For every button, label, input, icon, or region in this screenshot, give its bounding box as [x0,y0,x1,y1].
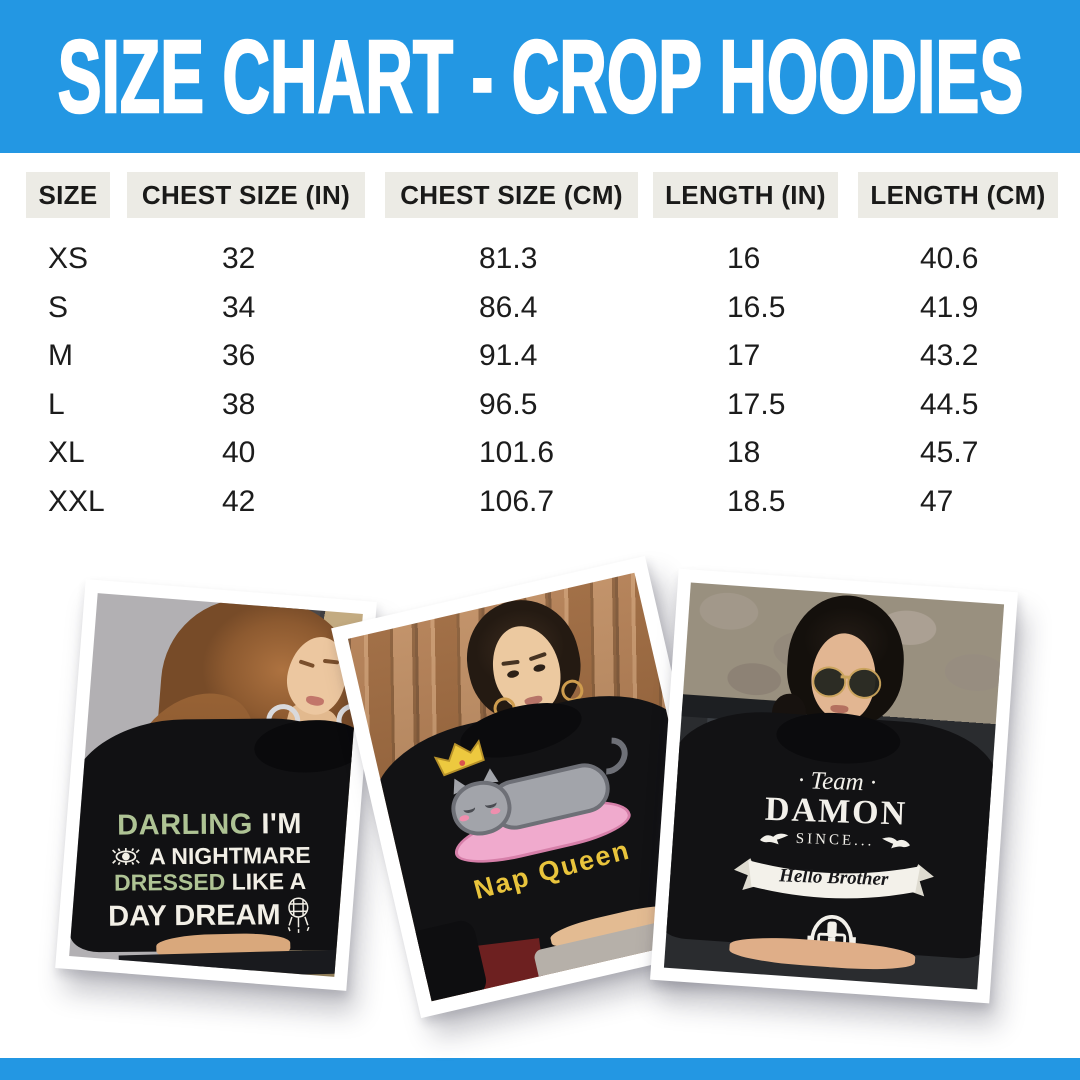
column-header-chest-in: CHEST SIZE (IN) [127,172,365,218]
cell-length-in: 16.5 [727,291,786,324]
dreamcatcher-icon [287,897,310,933]
cell-chest-in: 36 [222,339,256,372]
cell-chest-in: 42 [222,485,256,518]
design-damon: DAMON [764,790,908,833]
cell-chest-cm: 91.4 [479,339,538,372]
cell-size: XXL [48,485,105,518]
column-header-chest-cm: CHEST SIZE (CM) [385,172,638,218]
cell-size: M [48,339,73,372]
crow-icon [759,833,789,845]
cell-length-cm: 44.5 [920,388,979,421]
design-line-4: DAY DREAM [88,895,332,939]
cell-chest-in: 38 [222,388,256,421]
photo-nap-queen: Nap Queen [331,555,735,1019]
cell-chest-cm: 81.3 [479,242,538,275]
photo-darling-daydream: DARLING I'M A NIGHTMARE DRESSED LIKE A [55,579,377,991]
column-header-size: SIZE [26,172,110,218]
cell-length-cm: 41.9 [920,291,979,324]
column-header-length-cm: LENGTH (CM) [858,172,1058,218]
table-row: XXL 42 106.7 18.5 47 [0,478,1080,526]
design-since-row: SINCE... [712,828,958,854]
table-row: S 34 86.4 16.5 41.9 [0,284,1080,332]
cell-length-in: 18 [727,436,761,469]
sunglasses-bridge [840,675,851,679]
cell-chest-cm: 101.6 [479,436,555,469]
hoodie-design-darling: DARLING I'M A NIGHTMARE DRESSED LIKE A [87,808,332,939]
photo-nap-queen-scene: Nap Queen [347,572,719,1002]
cell-chest-in: 40 [222,436,256,469]
photo-team-damon-scene: · Team · DAMON SINCE... [663,582,1005,990]
design-line-3: DRESSED LIKE A [113,868,307,896]
cell-length-cm: 47 [920,485,954,518]
photo-team-damon: · Team · DAMON SINCE... [650,568,1018,1004]
cell-size: L [48,388,65,421]
table-row: M 36 91.4 17 43.2 [0,332,1080,380]
nap-queen-cat-illustration [433,730,636,872]
cell-chest-cm: 86.4 [479,291,538,324]
cell-chest-cm: 96.5 [479,388,538,421]
cell-length-in: 17.5 [727,388,786,421]
cell-length-cm: 40.6 [920,242,979,275]
eye-icon [112,847,141,866]
title-banner: SIZE CHART - CROP HOODIES [0,0,1080,153]
footer-bar [0,1058,1080,1080]
page-title: SIZE CHART - CROP HOODIES [56,19,1023,134]
hello-brother-banner: Hello Brother [728,847,940,912]
crown-icon [431,733,492,787]
crow-icon [882,837,911,849]
cell-size: XS [48,242,89,275]
design-line-1: DARLING I'M [117,808,303,842]
cell-length-cm: 45.7 [920,436,979,469]
design-line-2: A NIGHTMARE [88,841,332,870]
cell-size: S [48,291,69,324]
table-row: L 38 96.5 17.5 44.5 [0,381,1080,429]
cell-size: XL [48,436,85,469]
cell-length-in: 18.5 [727,485,786,518]
photo-darling-scene: DARLING I'M A NIGHTMARE DRESSED LIKE A [69,593,363,977]
cell-chest-cm: 106.7 [479,485,555,518]
cell-length-in: 17 [727,339,761,372]
model-pants [118,949,340,977]
table-row: XL 40 101.6 18 45.7 [0,429,1080,477]
table-row: XS 32 81.3 16 40.6 [0,235,1080,283]
cell-length-in: 16 [727,242,761,275]
cell-chest-in: 32 [222,242,256,275]
column-header-length-in: LENGTH (IN) [653,172,838,218]
ribbon-icon [734,857,934,899]
cell-chest-in: 34 [222,291,256,324]
cell-length-cm: 43.2 [920,339,979,372]
